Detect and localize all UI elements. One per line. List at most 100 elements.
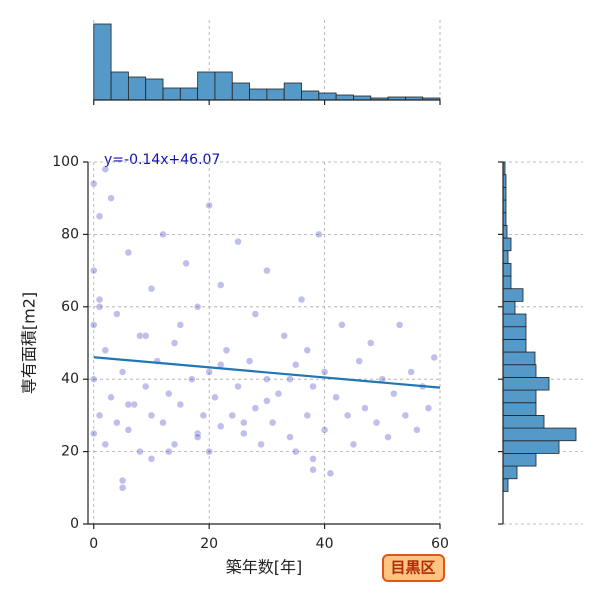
x-tick-label: 20: [200, 536, 218, 552]
scatter-point: [113, 310, 121, 318]
scatter-point: [141, 332, 150, 340]
scatter-point: [390, 389, 398, 398]
scatter-point: [320, 426, 329, 434]
scatter-point: [240, 429, 248, 438]
histogram-bar: [502, 465, 518, 480]
scatter-point: [118, 476, 127, 485]
histogram-bar: [502, 402, 537, 416]
histogram-bar: [502, 262, 512, 277]
histogram-bar: [502, 326, 527, 340]
histogram-bar: [335, 94, 354, 101]
scatter-point: [90, 179, 98, 188]
scatter-point: [315, 230, 323, 239]
scatter-point: [124, 248, 133, 257]
scatter-point: [268, 418, 277, 427]
y-tick-label: 100: [52, 154, 79, 170]
scatter-point: [216, 422, 225, 431]
histogram-bar: [502, 288, 524, 302]
scatter-point: [303, 411, 312, 420]
scatter-point: [95, 212, 104, 221]
histogram-bar: [179, 87, 199, 101]
histogram-bar: [249, 88, 268, 101]
histogram-bar: [162, 87, 181, 101]
x-tick-label: 40: [316, 536, 334, 552]
y-tick-label: 80: [61, 226, 79, 242]
histogram-bar: [502, 338, 527, 353]
scatter-point: [165, 389, 173, 398]
scatter-point: [205, 447, 213, 456]
regression-line: [93, 356, 441, 389]
scatter-point: [147, 284, 156, 293]
scatter-point: [228, 411, 237, 420]
scatter-point: [280, 332, 288, 340]
scatter-point: [355, 357, 363, 365]
scatter-point: [136, 447, 144, 456]
scatter-point: [407, 368, 415, 376]
scatter-point: [395, 321, 404, 329]
scatter-point: [222, 346, 231, 354]
scatter-point: [90, 321, 98, 329]
histogram-bar: [502, 237, 512, 252]
histogram-bar: [266, 88, 285, 101]
histogram-bar: [502, 250, 509, 264]
scatter-point: [170, 339, 179, 347]
badge: 目黒区: [390, 559, 435, 577]
scatter-point: [291, 447, 300, 456]
scatter-point: [309, 382, 317, 391]
x-tick-label: 0: [89, 536, 98, 552]
scatter-point: [384, 433, 392, 441]
y-tick-label: 40: [61, 371, 79, 387]
scatter-point: [286, 433, 294, 441]
scatter-point: [95, 411, 104, 420]
histogram-bar: [502, 389, 537, 404]
scatter-point: [147, 411, 156, 420]
scatter-point: [90, 266, 98, 275]
scatter-point: [263, 397, 271, 405]
y-tick-label: 20: [61, 444, 79, 460]
scatter-point: [349, 440, 358, 449]
histogram-bar: [283, 82, 302, 101]
histogram-bar: [110, 71, 129, 101]
scatter-point: [205, 201, 213, 210]
scatter-point: [176, 321, 185, 329]
scatter-point: [211, 393, 219, 402]
scatter-point: [141, 382, 150, 391]
histogram-bar: [93, 23, 112, 101]
scatter-point: [297, 295, 306, 304]
scatter-point: [124, 400, 133, 409]
scatter-point: [176, 400, 185, 409]
x-tick-label: 60: [431, 536, 449, 552]
histogram-bar: [318, 92, 337, 101]
scatter-point: [240, 418, 248, 427]
scatter-point: [309, 455, 317, 463]
scatter-point: [320, 368, 329, 376]
scatter-point: [401, 411, 410, 420]
scatter-point: [188, 375, 196, 383]
scatter-point: [199, 411, 208, 420]
scatter-point: [338, 321, 346, 329]
scatter-point: [216, 281, 225, 289]
histogram-bar: [502, 376, 550, 391]
scatter-point: [245, 357, 254, 365]
histogram-bar: [502, 364, 537, 378]
x-axis-label: 築年数[年]: [226, 558, 303, 577]
scatter-point: [90, 429, 98, 438]
scatter-point: [234, 237, 242, 246]
scatter-point: [367, 339, 375, 347]
scatter-point: [182, 259, 190, 268]
scatter-point: [107, 194, 115, 202]
scatter-point: [274, 389, 283, 398]
scatter-point: [95, 295, 104, 304]
scatter-point: [130, 400, 138, 409]
scatter-point: [251, 404, 260, 412]
scatter-point: [159, 230, 167, 239]
scatter-point: [101, 346, 110, 354]
histogram-bar: [502, 427, 577, 442]
scatter-point: [361, 404, 369, 412]
annotation: y=-0.14x+46.07: [104, 152, 220, 168]
scatter-point: [257, 440, 265, 449]
histogram-bar: [502, 313, 527, 328]
scatter-point: [263, 266, 271, 275]
scatter-point: [234, 382, 242, 391]
